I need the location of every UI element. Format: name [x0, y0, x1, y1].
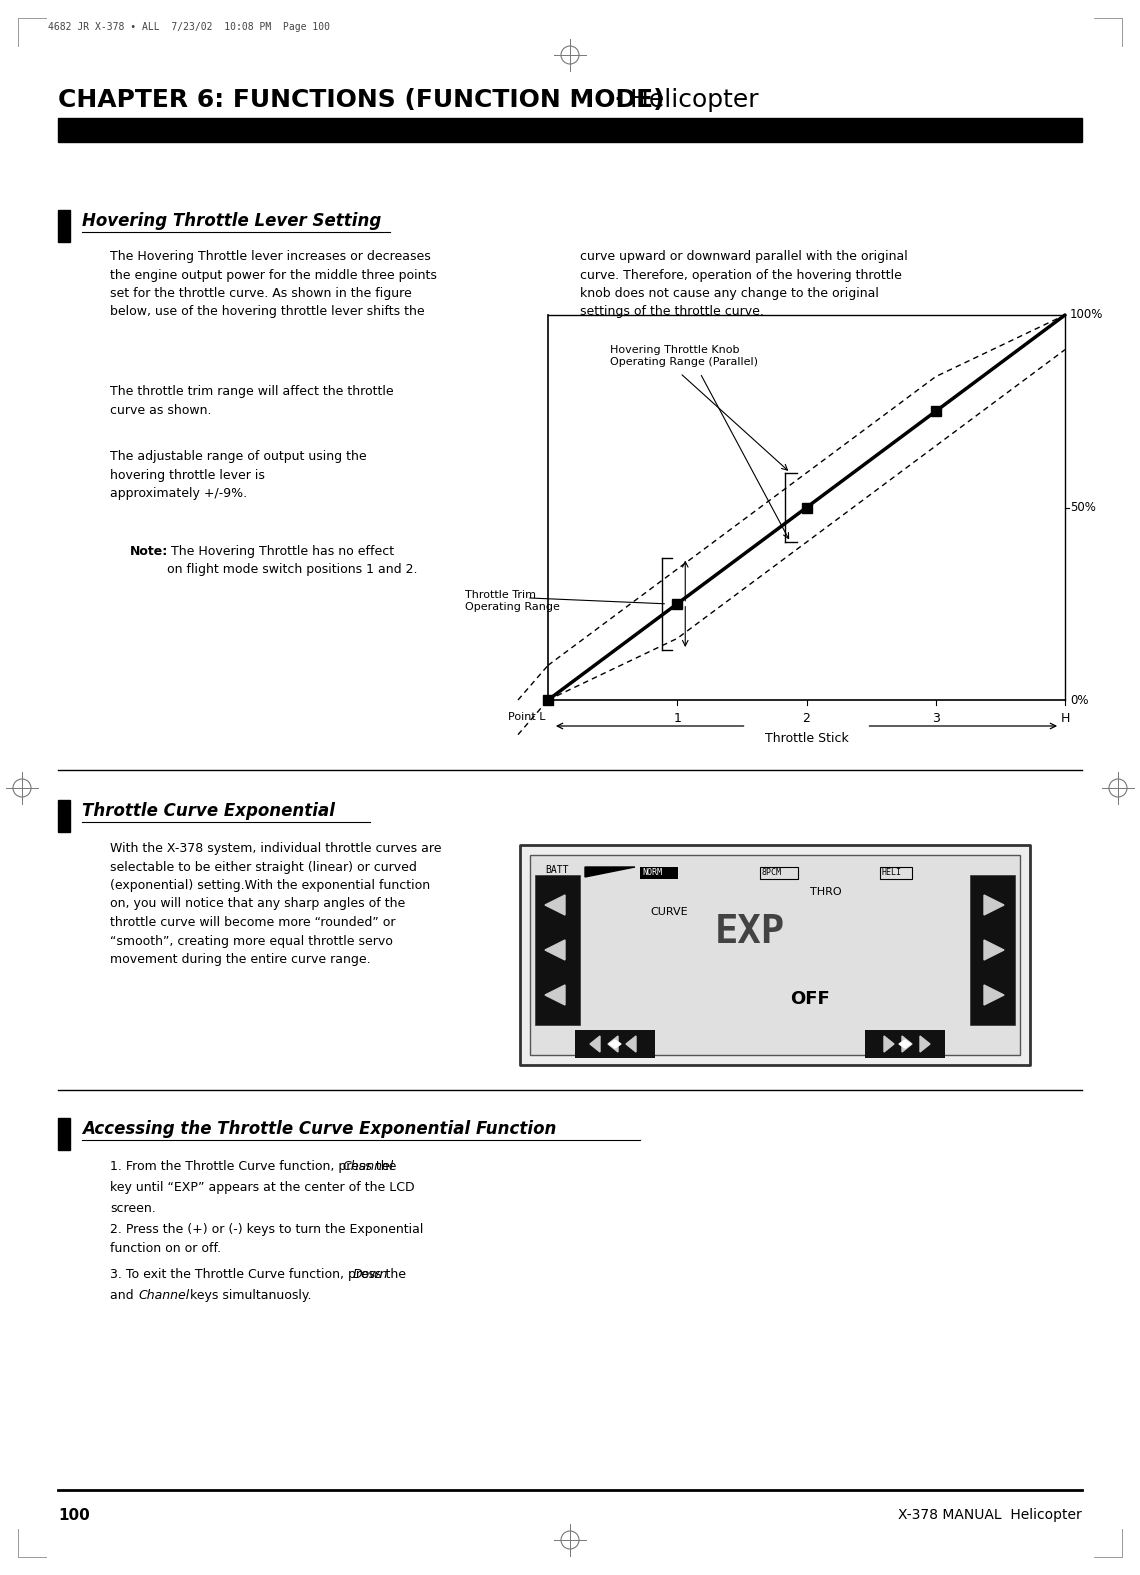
Text: CHAPTER 6: FUNCTIONS (FUNCTION MODE): CHAPTER 6: FUNCTIONS (FUNCTION MODE)	[58, 88, 665, 112]
Text: OFF: OFF	[790, 991, 830, 1008]
Text: H: H	[1060, 712, 1069, 724]
Polygon shape	[884, 1036, 894, 1052]
Polygon shape	[545, 895, 565, 915]
Bar	[58, 800, 70, 832]
Text: Hovering Throttle Knob
Operating Range (Parallel): Hovering Throttle Knob Operating Range (…	[610, 345, 758, 367]
Text: 1: 1	[674, 712, 682, 724]
Text: 100: 100	[58, 1507, 90, 1523]
Polygon shape	[545, 984, 565, 1005]
Polygon shape	[899, 1040, 911, 1047]
Polygon shape	[609, 1040, 621, 1047]
Text: 3: 3	[931, 712, 939, 724]
Text: · Helicopter: · Helicopter	[606, 88, 758, 112]
Bar	[535, 876, 580, 1025]
Text: CURVE: CURVE	[650, 907, 687, 917]
Text: 8PCM: 8PCM	[762, 868, 782, 877]
Text: HELI: HELI	[882, 868, 902, 877]
Polygon shape	[591, 1036, 600, 1052]
Bar	[58, 118, 1082, 142]
Text: 0%: 0%	[1070, 693, 1089, 707]
Text: BATT: BATT	[545, 865, 569, 876]
Polygon shape	[608, 1036, 618, 1052]
Text: Channel: Channel	[342, 1161, 393, 1173]
Text: With the X-378 system, individual throttle curves are
selectable to be either st: With the X-378 system, individual thrott…	[109, 843, 441, 965]
Bar	[880, 866, 912, 879]
Bar	[520, 846, 1031, 1065]
Text: Down: Down	[353, 1268, 389, 1280]
Text: The Hovering Throttle has no effect
on flight mode switch positions 1 and 2.: The Hovering Throttle has no effect on f…	[166, 545, 417, 576]
Polygon shape	[920, 1036, 930, 1052]
Bar	[640, 866, 678, 879]
Text: Accessing the Throttle Curve Exponential Function: Accessing the Throttle Curve Exponential…	[82, 1120, 556, 1139]
Polygon shape	[585, 866, 635, 877]
Text: Channel: Channel	[138, 1288, 189, 1303]
Polygon shape	[902, 1036, 912, 1052]
Bar	[530, 855, 1020, 1055]
Bar	[58, 209, 70, 243]
Text: key until “EXP” appears at the center of the LCD: key until “EXP” appears at the center of…	[109, 1181, 415, 1194]
Text: and: and	[109, 1288, 138, 1303]
Text: The Hovering Throttle lever increases or decreases
the engine output power for t: The Hovering Throttle lever increases or…	[109, 250, 437, 318]
Polygon shape	[984, 984, 1004, 1005]
Text: 4682 JR X-378 • ALL  7/23/02  10:08 PM  Page 100: 4682 JR X-378 • ALL 7/23/02 10:08 PM Pag…	[48, 22, 329, 32]
Text: curve upward or downward parallel with the original
curve. Therefore, operation : curve upward or downward parallel with t…	[580, 250, 907, 318]
Text: Note:: Note:	[130, 545, 169, 558]
Text: NORM: NORM	[642, 868, 662, 877]
Text: 2. Press the (+) or (-) keys to turn the Exponential
function on or off.: 2. Press the (+) or (-) keys to turn the…	[109, 1224, 423, 1255]
Text: The adjustable range of output using the
hovering throttle lever is
approximatel: The adjustable range of output using the…	[109, 450, 367, 499]
Text: The throttle trim range will affect the throttle
curve as shown.: The throttle trim range will affect the …	[109, 384, 393, 416]
Text: X-378 MANUAL  Helicopter: X-378 MANUAL Helicopter	[898, 1507, 1082, 1521]
Text: EXP: EXP	[715, 913, 785, 951]
Text: 1. From the Throttle Curve function, press the: 1. From the Throttle Curve function, pre…	[109, 1161, 400, 1173]
Text: Throttle Stick: Throttle Stick	[765, 732, 848, 745]
Polygon shape	[545, 940, 565, 961]
Text: THRO: THRO	[811, 887, 841, 898]
Bar	[970, 876, 1015, 1025]
Polygon shape	[984, 895, 1004, 915]
Text: 3. To exit the Throttle Curve function, press the: 3. To exit the Throttle Curve function, …	[109, 1268, 410, 1280]
Text: Point L: Point L	[508, 712, 546, 721]
Text: screen.: screen.	[109, 1202, 156, 1214]
Text: Throttle Curve Exponential: Throttle Curve Exponential	[82, 802, 335, 821]
Text: 50%: 50%	[1070, 501, 1096, 513]
Text: Throttle Trim
Operating Range: Throttle Trim Operating Range	[465, 591, 560, 611]
Text: keys simultanuosly.: keys simultanuosly.	[186, 1288, 311, 1303]
Bar	[575, 1030, 656, 1058]
Bar	[760, 866, 798, 879]
Text: Hovering Throttle Lever Setting: Hovering Throttle Lever Setting	[82, 213, 381, 230]
Bar	[58, 1118, 70, 1150]
Polygon shape	[626, 1036, 636, 1052]
Text: 100%: 100%	[1070, 309, 1104, 321]
Bar	[865, 1030, 945, 1058]
Text: 2: 2	[803, 712, 811, 724]
Polygon shape	[984, 940, 1004, 961]
